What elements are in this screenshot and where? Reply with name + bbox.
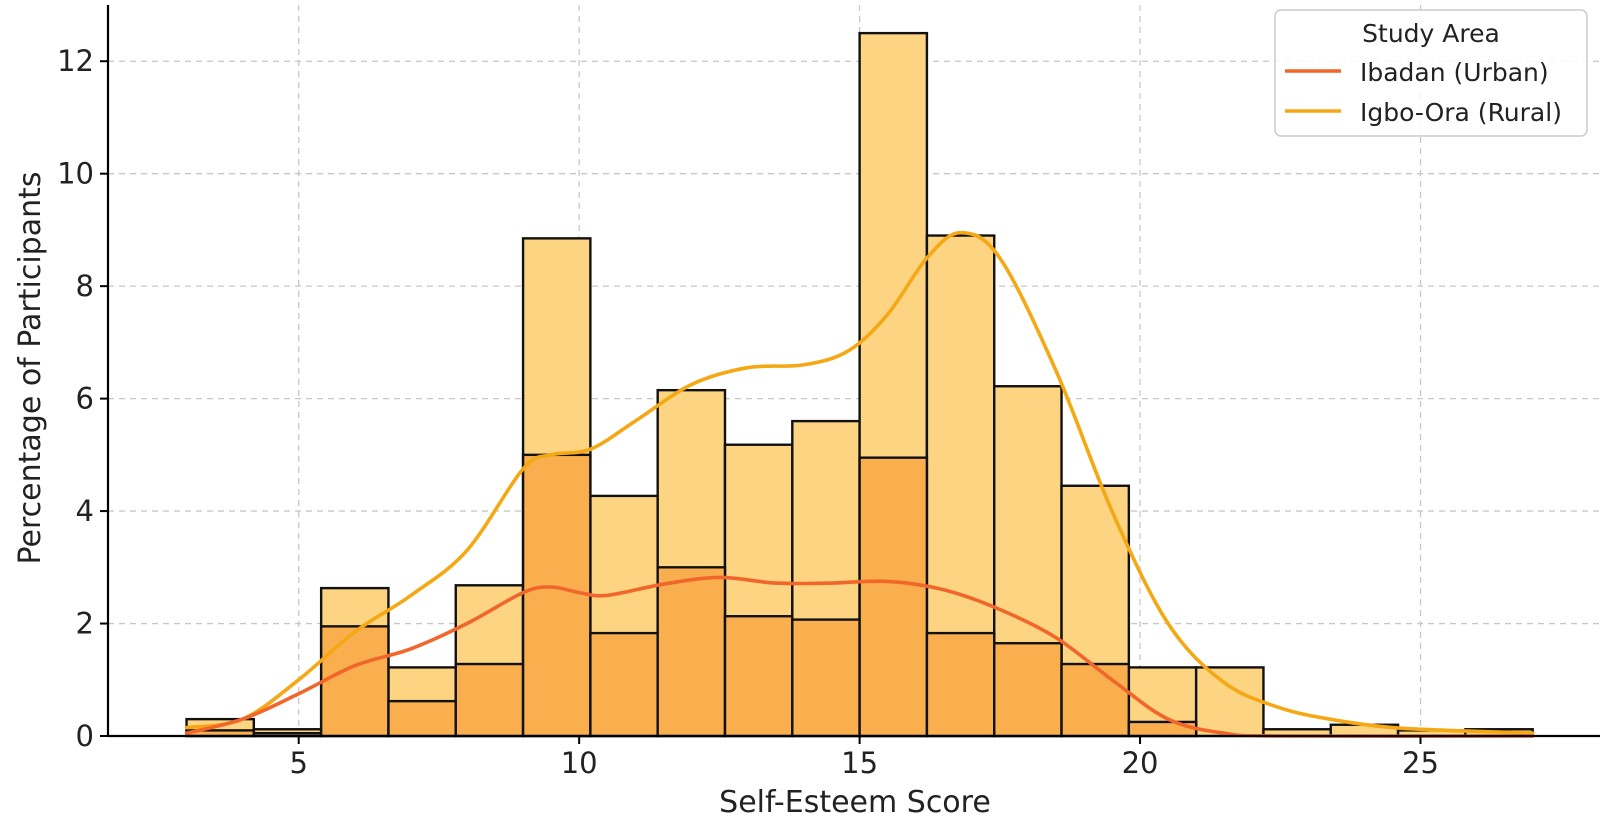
y-tick-label: 4 xyxy=(76,494,94,528)
legend: Study Area Ibadan (Urban) Igbo-Ora (Rura… xyxy=(1274,9,1588,137)
x-tick-label: 25 xyxy=(1402,746,1439,780)
x-tick-label: 5 xyxy=(289,746,307,780)
y-tick-label: 12 xyxy=(57,44,94,78)
urban-bar xyxy=(656,566,727,738)
x-tick-label: 20 xyxy=(1122,746,1159,780)
axes-spines xyxy=(106,5,1600,738)
x-axis-ticks: 5 10 15 20 25 xyxy=(289,736,1439,780)
x-axis-title: Self-Esteem Score xyxy=(719,785,991,820)
urban-bar xyxy=(454,662,525,738)
urban-bar xyxy=(791,618,861,738)
y-tick-label: 10 xyxy=(57,157,94,191)
y-axis-ticks: 0 2 4 6 8 10 12 xyxy=(57,44,108,753)
legend-label-urban: Ibadan (Urban) xyxy=(1360,58,1549,87)
rural-kde-line xyxy=(184,230,1535,735)
y-tick-label: 8 xyxy=(76,269,94,303)
urban-bars xyxy=(185,453,1198,738)
y-tick-label: 6 xyxy=(76,382,94,416)
legend-title: Study Area xyxy=(1362,19,1500,48)
urban-bar xyxy=(925,631,996,738)
kde-curves xyxy=(184,230,1535,739)
x-tick-label: 15 xyxy=(841,746,878,780)
legend-label-rural: Igbo-Ora (Rural) xyxy=(1360,98,1562,127)
legend-box xyxy=(1274,9,1588,137)
x-tick-label: 10 xyxy=(561,746,598,780)
urban-bar xyxy=(993,642,1063,738)
y-tick-label: 0 xyxy=(76,719,94,753)
urban-bar xyxy=(723,615,794,738)
urban-bar xyxy=(319,625,390,738)
urban-bar xyxy=(521,453,592,738)
y-axis-title: Percentage of Participants xyxy=(13,172,48,565)
urban-bar xyxy=(387,699,457,738)
rural-bar xyxy=(1194,666,1265,738)
urban-bar xyxy=(858,456,929,738)
y-tick-label: 2 xyxy=(76,607,94,641)
urban-bar xyxy=(589,631,659,738)
urban-bar xyxy=(1060,662,1131,738)
urban-kde-line xyxy=(184,575,1535,739)
